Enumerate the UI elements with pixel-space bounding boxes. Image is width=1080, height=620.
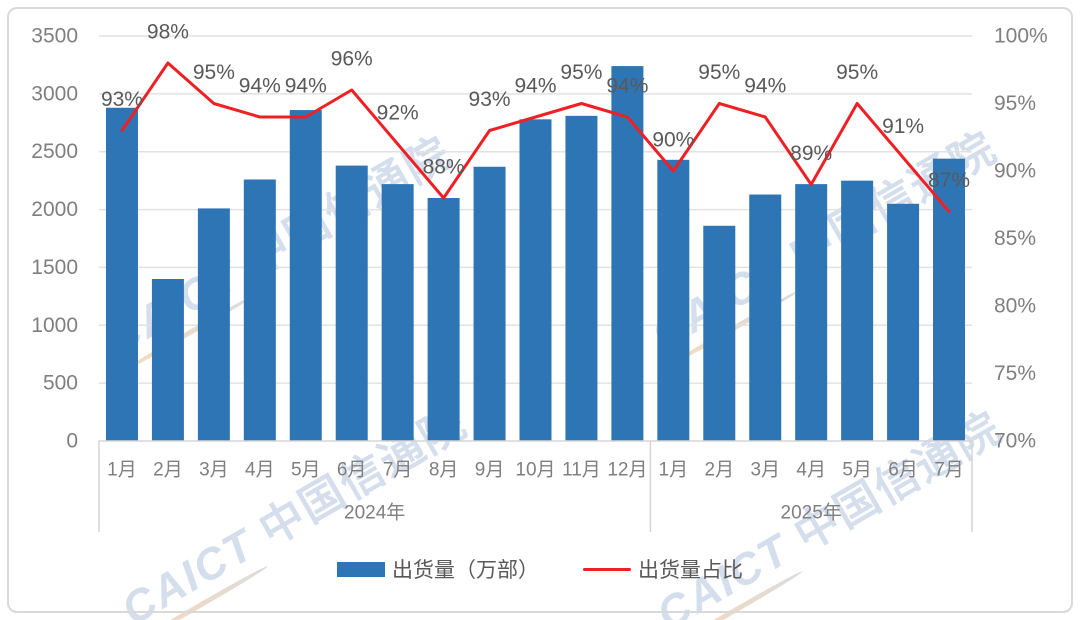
month-label: 8月 (429, 460, 459, 481)
month-label: 3月 (199, 460, 229, 481)
bar-12月-2024年 (611, 66, 644, 441)
month-label: 7月 (383, 460, 413, 481)
legend: 出货量（万部） 出货量占比 (0, 553, 1080, 585)
data-label-11: 94% (606, 75, 648, 98)
legend-label-share: 出货量占比 (638, 559, 743, 582)
data-label-9: 94% (514, 75, 556, 98)
year-label-2025: 2025年 (781, 502, 842, 524)
month-label: 12月 (607, 460, 647, 481)
bar-3月-2024年 (197, 208, 230, 441)
legend-item-share: 出货量占比 (583, 554, 743, 584)
data-label-3: 94% (239, 75, 281, 98)
bar-2月-2025年 (703, 225, 736, 441)
left-axis-tick: 3000 (31, 82, 78, 105)
data-label-18: 87% (928, 169, 970, 192)
right-axis-tick: 100% (994, 25, 1048, 48)
bar-5月-2024年 (289, 110, 322, 442)
month-label: 6月 (337, 460, 367, 481)
month-label: 11月 (562, 460, 601, 481)
data-label-5: 96% (331, 48, 373, 71)
month-label: 1月 (659, 460, 689, 481)
bar-7月-2025年 (933, 158, 966, 441)
month-label: 5月 (842, 460, 872, 481)
legend-line-swatch (583, 567, 631, 571)
month-label: 1月 (107, 460, 137, 481)
bar-4月-2025年 (795, 184, 828, 441)
legend-label-shipments: 出货量（万部） (392, 559, 539, 582)
bar-1月-2025年 (657, 159, 690, 442)
bar-11月-2024年 (565, 115, 598, 441)
left-axis-tick: 1500 (31, 256, 78, 279)
month-label: 7月 (934, 460, 964, 481)
data-label-0: 93% (101, 88, 143, 111)
month-label: 10月 (515, 460, 555, 481)
bar-3月-2025年 (749, 194, 782, 441)
left-axis-tick: 2500 (31, 140, 78, 163)
right-axis-tick: 85% (994, 227, 1036, 250)
right-axis-tick: 90% (994, 160, 1036, 183)
data-label-14: 94% (744, 75, 786, 98)
right-axis-tick: 95% (994, 92, 1036, 115)
left-axis-tick: 500 (43, 372, 78, 395)
data-label-12: 90% (652, 129, 694, 152)
data-label-6: 92% (377, 102, 419, 125)
data-label-4: 94% (285, 75, 327, 98)
bar-4月-2024年 (243, 179, 276, 441)
data-label-8: 93% (469, 88, 511, 111)
month-label: 2月 (153, 460, 183, 481)
data-label-10: 95% (560, 61, 602, 84)
left-axis-tick: 0 (66, 430, 78, 453)
month-label: 9月 (475, 460, 505, 481)
bar-9月-2024年 (473, 166, 506, 441)
data-label-1: 98% (147, 21, 189, 44)
month-label: 5月 (291, 460, 321, 481)
bar-1月-2024年 (105, 107, 138, 441)
left-axis-tick: 3500 (31, 25, 78, 48)
year-label-2024: 2024年 (344, 502, 405, 524)
bar-8月-2024年 (427, 198, 460, 441)
bar-6月-2025年 (887, 203, 920, 441)
month-label: 4月 (796, 460, 826, 481)
left-axis-tick: 1000 (31, 314, 78, 337)
month-label: 4月 (245, 460, 275, 481)
right-axis-tick: 80% (994, 295, 1036, 318)
bar-5月-2025年 (841, 180, 874, 441)
month-label: 3月 (750, 460, 780, 481)
data-label-16: 95% (836, 61, 878, 84)
month-label: 6月 (888, 460, 918, 481)
right-axis-tick: 70% (994, 430, 1036, 453)
right-axis-tick: 75% (994, 362, 1036, 385)
share-line-series (120, 61, 951, 213)
left-axis-tick: 2000 (31, 198, 78, 221)
data-label-2: 95% (193, 61, 235, 84)
bar-10月-2024年 (519, 119, 552, 442)
bar-7月-2024年 (381, 184, 414, 441)
data-label-13: 95% (698, 61, 740, 84)
month-label: 2月 (705, 460, 735, 481)
legend-item-shipments: 出货量（万部） (337, 554, 539, 584)
data-label-7: 88% (423, 156, 465, 179)
data-label-15: 89% (790, 142, 832, 165)
bar-6月-2024年 (335, 165, 368, 441)
bar-2月-2024年 (151, 279, 184, 441)
legend-bar-swatch (337, 561, 385, 577)
data-label-17: 91% (882, 115, 924, 138)
